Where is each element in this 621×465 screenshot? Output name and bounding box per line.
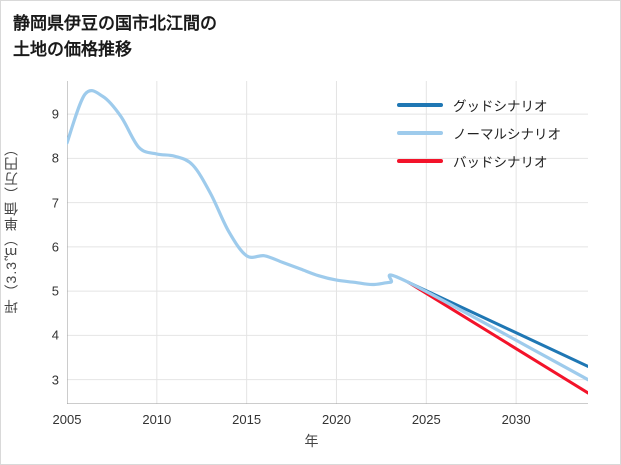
- y-tick-label: 6: [51, 239, 59, 255]
- x-tick-label: 2025: [411, 412, 441, 427]
- legend-label-good: グッドシナリオ: [453, 99, 548, 114]
- page-title: 静岡県伊豆の国市北江間の 土地の価格推移: [13, 14, 217, 59]
- x-axis-label: 年: [304, 433, 319, 449]
- y-tick-label: 7: [51, 195, 59, 211]
- legend-item-bad: バッドシナリオ: [397, 147, 611, 175]
- legend-swatch-normal: [397, 131, 443, 135]
- x-tick-label: 2005: [52, 412, 82, 427]
- y-tick-label: 3: [51, 372, 59, 388]
- y-tick-label: 4: [51, 327, 59, 343]
- legend-label-bad: バッドシナリオ: [453, 155, 548, 170]
- x-tick-label: 2015: [232, 412, 262, 427]
- x-tick-label: 2010: [142, 412, 172, 427]
- legend-swatch-good: [397, 103, 443, 107]
- chart-legend: グッドシナリオ ノーマルシナリオ バッドシナリオ: [397, 91, 611, 175]
- plot-area: 3 4 5 6 7 8 9 2005 2010 2015 2020 2025 2030: [52, 81, 588, 427]
- y-tick-label: 5: [51, 283, 59, 299]
- y-tick-label: 9: [51, 106, 59, 122]
- legend-label-normal: ノーマルシナリオ: [453, 127, 561, 142]
- x-tick-label: 2030: [501, 412, 531, 427]
- legend-item-good: グッドシナリオ: [397, 91, 611, 119]
- legend-item-normal: ノーマルシナリオ: [397, 119, 611, 147]
- y-tick-label: 8: [51, 150, 59, 166]
- legend-swatch-bad: [397, 159, 443, 163]
- x-tick-label: 2020: [322, 412, 351, 427]
